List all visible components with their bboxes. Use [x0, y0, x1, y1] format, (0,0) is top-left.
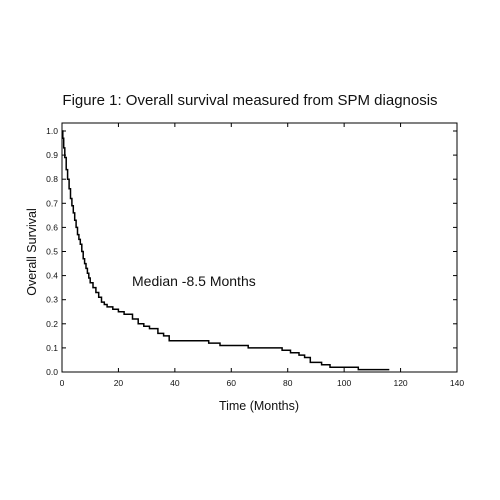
- axis-ticks: [61, 123, 458, 373]
- x-tick-label: 120: [393, 378, 407, 388]
- y-tick-label: 0.1: [46, 343, 58, 353]
- survival-curve: [62, 130, 390, 371]
- y-tick-label: 0.9: [46, 150, 58, 160]
- y-tick-label: 0.4: [46, 271, 58, 281]
- x-tick-label: 0: [60, 378, 65, 388]
- x-tick-label: 60: [227, 378, 237, 388]
- plot-frame: [61, 122, 458, 373]
- y-tick-label: 0.3: [46, 295, 58, 305]
- y-tick-label: 0.6: [46, 222, 58, 232]
- y-tick-label: 1.0: [46, 126, 58, 136]
- x-tick-label: 100: [337, 378, 351, 388]
- x-tick-label: 140: [450, 378, 464, 388]
- y-tick-label: 0.7: [46, 198, 58, 208]
- y-tick-label: 0.2: [46, 319, 58, 329]
- x-tick-label: 80: [283, 378, 293, 388]
- x-axis-label: Time (Months): [219, 399, 299, 413]
- x-tick-label: 20: [114, 378, 124, 388]
- y-tick-label: 0.5: [46, 247, 58, 257]
- y-tick-label: 0.0: [46, 367, 58, 377]
- y-tick-label: 0.8: [46, 174, 58, 184]
- chart-title: Figure 1: Overall survival measured from…: [62, 92, 437, 109]
- y-tick-labels: 0.0 0.1 0.2 0.3 0.4 0.5 0.6 0.7 0.8 0.9 1.0: [46, 126, 58, 377]
- y-axis-label: Overall Survival: [25, 208, 39, 296]
- x-tick-label: 40: [170, 378, 180, 388]
- x-tick-labels: 0 20 40 60 80 100 120 140: [60, 378, 465, 388]
- median-annotation: Median -8.5 Months: [132, 273, 256, 289]
